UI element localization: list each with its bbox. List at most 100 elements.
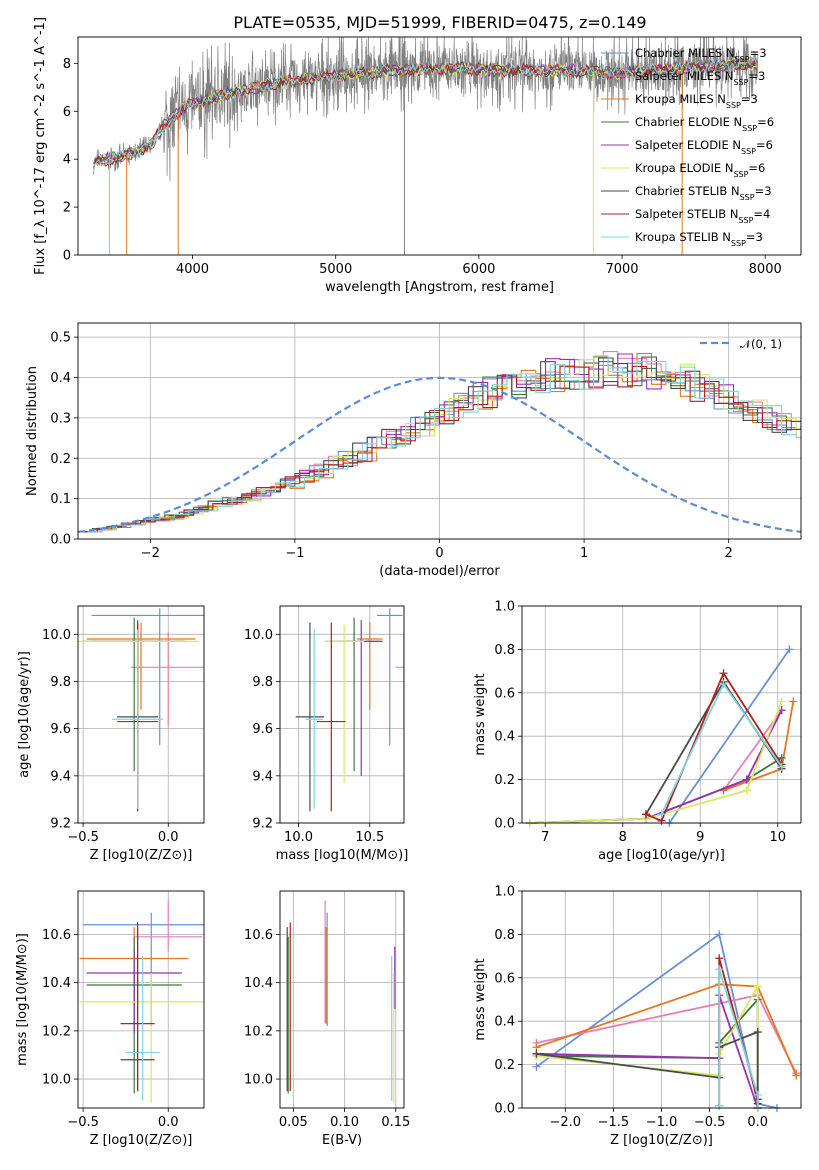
histogram-step (82, 353, 801, 533)
y-tick-label: 10.0 (244, 1073, 273, 1088)
legend-nssp: =3 (748, 69, 765, 83)
x-tick-label: 0.05 (279, 1115, 308, 1130)
legend-nssp: =4 (753, 207, 770, 221)
axes-frame (77, 322, 802, 540)
y-tick-label: 0.5 (50, 331, 71, 346)
weight-marker (742, 786, 751, 795)
x-tick-label: 10.5 (355, 830, 384, 845)
y-axis-label: Flux [f_λ 10^-17 erg cm^-2 s^-1 A^-1] (33, 17, 48, 275)
x-tick-label: 5000 (319, 262, 352, 277)
y-tick-label: 1.0 (494, 885, 515, 900)
weight-marker (715, 965, 724, 974)
legend-nssp: =3 (755, 184, 772, 198)
weight-marker (642, 810, 650, 819)
legend-subscript: SSP (731, 239, 746, 248)
weight-marker (777, 697, 786, 706)
x-tick-label: −0.5 (694, 1115, 726, 1130)
y-tick-label: 9.4 (50, 769, 71, 784)
weight-marker (777, 762, 786, 771)
y-tick-label: 8 (63, 57, 71, 72)
legend-nssp: =6 (748, 161, 765, 175)
y-tick-label: 9.4 (252, 769, 273, 784)
y-tick-label: 10.2 (42, 1024, 71, 1039)
y-tick-label: 0.4 (50, 371, 71, 386)
x-axis-label: wavelength [Angstrom, rest frame] (325, 280, 554, 295)
legend-subscript: SSP (741, 147, 756, 156)
x-axis-label: Z [log10(Z/Z⊙)] (90, 1133, 193, 1148)
y-tick-label: 10.4 (42, 976, 71, 991)
x-tick-label: 7 (541, 830, 549, 845)
x-tick-label: 9 (696, 830, 704, 845)
axes-frame (279, 605, 405, 824)
y-tick-label: 9.2 (252, 817, 273, 832)
y-tick-label: 0.4 (494, 730, 515, 745)
y-tick-label: 9.6 (252, 722, 273, 737)
figure-title: PLATE=0535, MJD=51999, FIBERID=0475, z=0… (233, 13, 646, 32)
y-tick-label: 0.1 (50, 492, 71, 507)
y-tick-label: 0.2 (494, 1058, 515, 1073)
weight-marker (789, 697, 798, 706)
x-axis-label: mass [log10(M/M⊙)] (276, 848, 409, 863)
y-tick-label: 10.0 (42, 1073, 71, 1088)
x-tick-label: −2.0 (550, 1115, 582, 1130)
x-tick-label: −2 (141, 546, 160, 561)
x-tick-label: −0.5 (67, 1115, 99, 1130)
weight-marker (719, 669, 728, 678)
axes-frame (521, 890, 802, 1109)
spectrum-data-line (93, 37, 759, 182)
histogram-step (82, 365, 801, 533)
spectrum-model-line (93, 56, 758, 167)
normal-curve (78, 376, 801, 533)
y-tick-label: 0.0 (494, 1102, 515, 1117)
y-axis-label: age [log10(age/yr)] (17, 651, 32, 778)
axes-mass_vs_Z: −0.5 0.0 10.0 10.2 10.4 10.6 Z [log10(Z/Z⊙)] ma… (15, 890, 205, 1148)
y-tick-label: 0.2 (494, 773, 515, 788)
x-tick-label: 2 (725, 546, 733, 561)
y-tick-label: 1.0 (494, 600, 515, 615)
x-tick-label: 10.0 (284, 830, 313, 845)
x-tick-label: −1.5 (598, 1115, 630, 1130)
x-axis-label: (data-model)/error (379, 564, 500, 579)
y-tick-label: 10.6 (244, 928, 273, 943)
x-tick-label: 4000 (176, 262, 209, 277)
weight-line (718, 968, 759, 1108)
x-tick-label: −1.0 (646, 1115, 678, 1130)
weight-marker (785, 645, 794, 654)
x-axis-label: E(B-V) (322, 1133, 362, 1148)
weight-marker (753, 1028, 762, 1037)
x-tick-label: 8000 (749, 262, 782, 277)
legend-label: Salpeter ELODIE NSSP=6 (635, 138, 773, 156)
weight-marker (719, 680, 728, 689)
weight-marker (792, 1071, 801, 1080)
legend-nssp: =3 (750, 46, 767, 60)
weight-marker (532, 1062, 541, 1071)
y-tick-label: 10.6 (42, 928, 71, 943)
x-tick-label: 0.10 (330, 1115, 359, 1130)
x-tick-label: 0.0 (158, 830, 179, 845)
weight-line (668, 648, 791, 824)
y-axis-label: mass [log10(M/M⊙)] (15, 933, 30, 1066)
y-tick-label: 0.6 (494, 686, 515, 701)
axes-frame (77, 36, 802, 256)
histogram-step (78, 356, 801, 533)
y-tick-label: 2 (63, 201, 71, 216)
x-tick-label: 0.0 (747, 1115, 768, 1130)
x-tick-label: 0.0 (158, 1115, 179, 1130)
weight-marker (715, 930, 724, 939)
y-tick-label: 10.0 (42, 628, 71, 643)
y-tick-label: 0.8 (494, 643, 515, 658)
x-tick-label: −0.5 (67, 830, 99, 845)
y-tick-label: 0.0 (494, 817, 515, 832)
axes-frame (279, 890, 405, 1109)
x-tick-label: 6000 (462, 262, 495, 277)
x-axis-label: Z [log10(Z/Z⊙)] (610, 1133, 713, 1148)
weight-marker (715, 1101, 724, 1110)
x-tick-label: 8 (619, 830, 627, 845)
y-tick-label: 9.8 (50, 675, 71, 690)
x-tick-label: 0 (435, 546, 443, 561)
x-tick-label: 7000 (605, 262, 638, 277)
y-tick-label: 0 (63, 249, 71, 264)
legend-subscript: SSP (738, 216, 753, 225)
axes-frame (77, 605, 205, 824)
axes-age_vs_mass: 10.0 10.5 9.2 9.4 9.6 9.8 10.0 mass [log10(M/M⊙… (244, 605, 409, 863)
